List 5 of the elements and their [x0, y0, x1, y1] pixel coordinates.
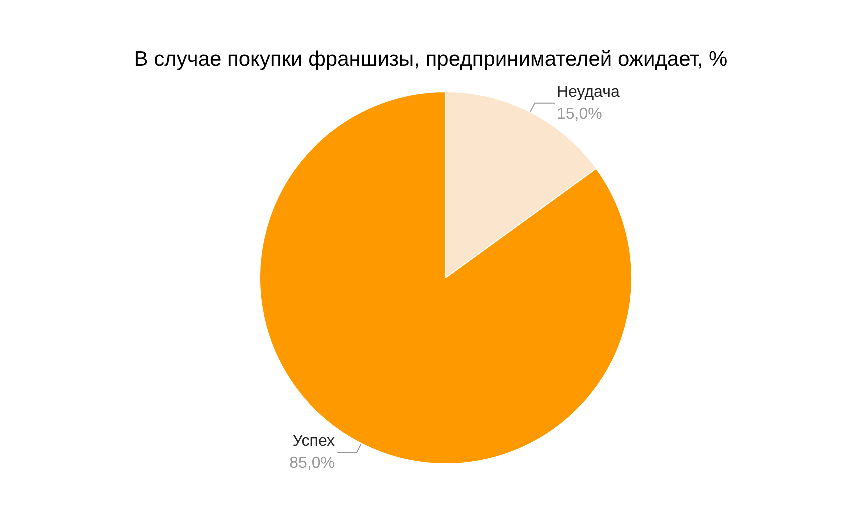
slice-label: Успех — [292, 433, 336, 450]
data-label: 85,0% — [290, 455, 336, 472]
data-label: 15,0% — [556, 106, 602, 123]
slice-label: Неудача — [556, 84, 620, 101]
chart-title: В случае покупки франшизы, предпринимателей ожидает, % — [134, 48, 728, 71]
